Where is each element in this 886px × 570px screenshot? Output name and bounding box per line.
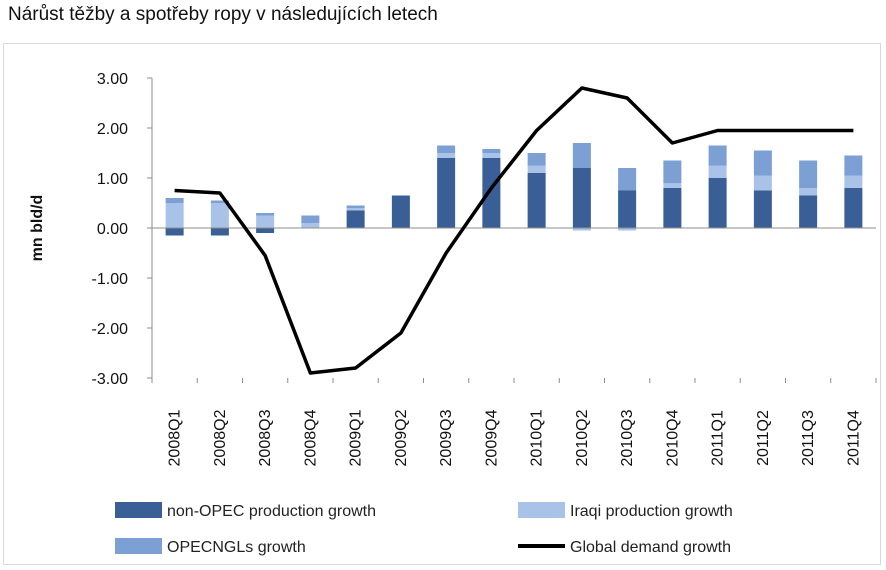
y-tick-label: 3.00 <box>97 71 128 88</box>
bar-segment <box>527 153 546 166</box>
bar-segment <box>482 153 501 158</box>
bar-segment <box>663 160 682 183</box>
page-title: Nárůst těžby a spotřeby ropy v následují… <box>8 4 438 25</box>
bar-segment <box>753 190 772 228</box>
x-tick-label: 2010Q4 <box>664 409 681 466</box>
x-tick-label: 2009Q1 <box>348 409 365 466</box>
y-tick-label: -2.00 <box>92 321 129 338</box>
bar-segment <box>391 195 410 228</box>
bar-segment <box>799 195 818 228</box>
y-tick-label: 1.00 <box>97 171 128 188</box>
y-tick-label: 0.00 <box>97 221 128 238</box>
y-tick-label: -1.00 <box>92 271 129 288</box>
x-tick-label: 2010Q1 <box>529 409 546 466</box>
demand-line <box>174 86 854 375</box>
bar-segment <box>844 155 863 176</box>
line-layer <box>174 86 854 375</box>
bar-segment <box>482 149 501 153</box>
bar-segment <box>663 188 682 228</box>
legend-swatch <box>115 502 162 518</box>
bar-segment <box>708 145 727 166</box>
legend-label: OPECNGLs growth <box>167 539 306 556</box>
legend-label: Global demand growth <box>570 539 731 556</box>
labels-layer: 3.00 2.00 1.00 0.00 -1.00 -2.00 -3.00 2008Q1 200… <box>92 71 863 466</box>
bar-segment <box>165 228 184 236</box>
bar-segment <box>572 228 591 231</box>
bar-segment <box>753 175 772 191</box>
y-tick-label: 2.00 <box>97 121 128 138</box>
bar-segment <box>844 188 863 228</box>
bar-segment <box>165 203 184 228</box>
bar-segment <box>437 158 456 228</box>
x-tick-label: 2011Q1 <box>710 410 727 466</box>
axes-layer <box>147 77 877 383</box>
bar-segment <box>844 175 863 188</box>
bar-segment <box>482 158 501 228</box>
bar-segment <box>437 145 456 153</box>
bar-segment <box>256 228 275 233</box>
bar-segment <box>572 168 591 228</box>
bar-segment <box>708 165 727 178</box>
bar-segment <box>663 183 682 188</box>
bar-segment <box>799 160 818 188</box>
legend: non-OPEC production growth Iraqi producti… <box>115 502 733 556</box>
bar-segment <box>618 190 637 228</box>
bar-segment <box>210 203 229 228</box>
x-tick-label: 2009Q3 <box>438 409 455 466</box>
legend-swatch <box>115 538 162 554</box>
bar-segment <box>301 215 320 223</box>
x-tick-label: 2011Q2 <box>755 410 772 466</box>
bar-segment <box>256 215 275 228</box>
bar-segment <box>346 205 365 208</box>
legend-swatch <box>518 502 565 518</box>
bar-segment <box>799 188 818 196</box>
bar-segment <box>210 200 229 203</box>
x-tick-label: 2011Q4 <box>845 410 862 466</box>
bar-segment <box>437 153 456 158</box>
y-axis-label: mn bld/d <box>29 195 46 262</box>
bar-segment <box>753 150 772 176</box>
bar-segment <box>527 173 546 228</box>
bar-segment <box>301 223 320 228</box>
x-tick-label: 2008Q3 <box>257 409 274 466</box>
x-tick-label: 2008Q4 <box>302 409 319 466</box>
bar-segment <box>618 228 637 231</box>
bar-segment <box>527 165 546 173</box>
bar-segment <box>165 198 184 203</box>
y-tick-label: -3.00 <box>92 371 129 388</box>
x-tick-label: 2011Q3 <box>800 410 817 466</box>
bar-segment <box>346 208 365 211</box>
bar-segment <box>346 210 365 228</box>
bars-layer <box>165 143 863 236</box>
x-tick-label: 2009Q4 <box>483 409 500 466</box>
legend-label: non-OPEC production growth <box>167 503 376 520</box>
bar-segment <box>618 168 637 191</box>
x-tick-label: 2009Q2 <box>393 409 410 466</box>
x-tick-label: 2008Q1 <box>167 409 184 466</box>
bar-segment <box>572 143 591 168</box>
legend-label: Iraqi production growth <box>570 503 733 520</box>
x-tick-label: 2010Q2 <box>574 409 591 466</box>
bar-segment <box>708 178 727 228</box>
bar-segment <box>210 228 229 236</box>
x-tick-label: 2008Q2 <box>212 409 229 466</box>
x-tick-label: 2010Q3 <box>619 409 636 466</box>
bar-segment <box>256 213 275 216</box>
